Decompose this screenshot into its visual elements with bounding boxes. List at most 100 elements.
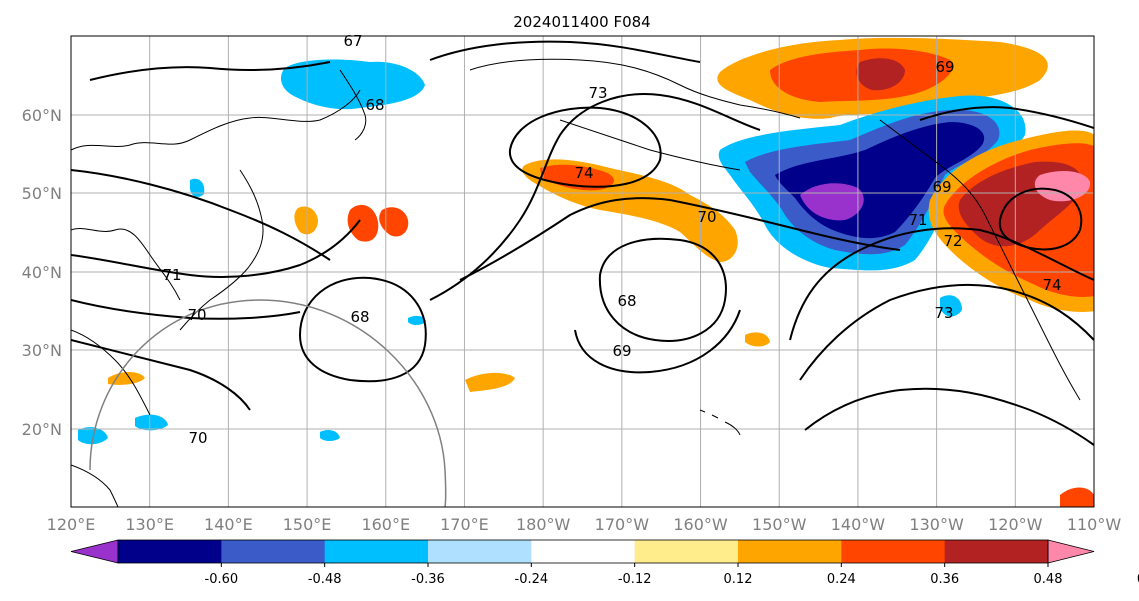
contour-north-c — [919, 106, 1094, 129]
colorbar-tick-labels: -0.60 -0.48 -0.36 -0.24 -0.12 0.12 0.24 0.36 0.4… — [205, 563, 1139, 587]
colorbar-segment — [324, 540, 429, 563]
figure-title: 2024011400 F084 — [513, 13, 650, 31]
longitude-tick-label: 150°E — [283, 515, 332, 534]
coastline-asia — [71, 89, 361, 507]
longitude-tick-label: 140°W — [831, 515, 886, 534]
colorbar-tick-label: 0.60 — [1137, 572, 1139, 587]
contour-east-a — [789, 227, 1094, 341]
cool-patch-d — [940, 295, 962, 317]
longitude-tick-label: 130°W — [909, 515, 964, 534]
contour-label: 68 — [365, 96, 384, 114]
longitude-tick-label: 160°W — [673, 515, 728, 534]
contour-closed-west — [298, 276, 427, 383]
latitude-tick-label: 40°N — [22, 263, 62, 282]
cool-region-western-pacific — [280, 59, 425, 110]
longitude-tick-label: 110°W — [1067, 515, 1122, 534]
colorbar-tick-label: 0.48 — [1034, 572, 1063, 587]
longitude-tick-label: 130°E — [125, 515, 174, 534]
warm-region-japan-east-b — [379, 207, 409, 237]
colorbar — [70, 539, 1095, 564]
warm-patch-d — [1060, 487, 1094, 507]
colorbar-segment — [944, 540, 1049, 563]
cool-patch-c — [320, 430, 340, 441]
latitude-tick-label: 30°N — [22, 341, 62, 360]
contour-label: 69 — [612, 342, 631, 360]
warm-region-japan-east-c — [294, 206, 318, 235]
contour-label: 68 — [350, 308, 369, 326]
extreme-region-west-coast — [1034, 170, 1091, 202]
contour-trough-low — [508, 106, 662, 188]
contour-east-c — [804, 387, 1094, 446]
colorbar-tick-label: 0.12 — [724, 572, 753, 587]
contour-ridge-inner — [574, 309, 741, 374]
colorbar-tick-label: -0.24 — [515, 572, 549, 587]
longitude-tick-label: 140°E — [204, 515, 253, 534]
contour-north-b — [89, 61, 331, 81]
colorbar-segment — [428, 540, 532, 563]
very-strong-region-alaska — [856, 58, 905, 91]
contour-label: 74 — [574, 164, 593, 182]
contour-label: 70 — [188, 429, 207, 447]
latitude-tick-labels: 60°N 50°N 40°N 30°N 20°N — [22, 106, 62, 439]
contour-label: 74 — [1042, 276, 1061, 294]
contour-east-b — [799, 283, 1094, 381]
contour-closed-northwest — [998, 187, 1083, 251]
cool-patch-a — [135, 414, 168, 431]
coastline-hawaii — [699, 409, 741, 436]
contour-label: 72 — [943, 232, 962, 250]
colorbar-extend-high — [1047, 539, 1095, 564]
contour-label: 70 — [697, 208, 716, 226]
coastlines — [71, 58, 1081, 507]
colorbar-segment — [531, 540, 636, 563]
colorbar-tick-label: -0.36 — [411, 572, 445, 587]
contour-ridge-mid — [459, 197, 901, 281]
longitude-tick-label: 180°W — [516, 515, 571, 534]
colorbar-tick-label: -0.48 — [308, 572, 342, 587]
map-border — [70, 35, 1095, 508]
colorbar-tick-label: -0.60 — [205, 572, 239, 587]
longitude-tick-label: 120°E — [47, 515, 96, 534]
warm-region-japan-east-a — [347, 204, 379, 242]
range-circle — [89, 299, 447, 507]
contour-label: 73 — [588, 84, 607, 102]
longitude-tick-label: 160°E — [361, 515, 410, 534]
height-contours — [71, 40, 1094, 446]
colorbar-tick-label: -0.12 — [618, 572, 652, 587]
contour-label: 68 — [617, 292, 636, 310]
coastline-alaska — [469, 58, 801, 171]
colorbar-segment — [221, 540, 326, 563]
contour-label: 73 — [934, 304, 953, 322]
latitude-tick-label: 60°N — [22, 106, 62, 125]
contour-line-d — [71, 339, 251, 411]
contour-line-c — [71, 299, 301, 320]
longitude-tick-label: 120°W — [988, 515, 1043, 534]
longitude-tick-label: 170°W — [595, 515, 650, 534]
contour-north-a — [429, 40, 701, 63]
longitude-tick-labels: 120°E 130°E 140°E 150°E 160°E 170°E 180°W 170°W… — [47, 515, 1122, 534]
colorbar-tick-label: 0.36 — [930, 572, 959, 587]
coastline-japan — [179, 169, 264, 331]
latitude-tick-label: 50°N — [22, 184, 62, 203]
contour-label: 71 — [908, 211, 927, 229]
warm-patch-c — [745, 332, 770, 347]
contour-label: 69 — [932, 178, 951, 196]
latitude-tick-label: 20°N — [22, 420, 62, 439]
cool-patch-f — [408, 315, 426, 325]
colorbar-tick-label: 0.24 — [827, 572, 856, 587]
warm-patch-a — [465, 372, 515, 392]
contour-labels: 67 68 73 74 70 71 72 69 68 68 69 71 70 7… — [162, 32, 1061, 447]
contour-label: 69 — [935, 58, 954, 76]
contour-line-a — [71, 169, 331, 261]
coastline-north-america — [879, 119, 1081, 401]
contour-ridge-outer — [429, 93, 761, 301]
colorbar-segment — [841, 540, 946, 563]
contour-closed-central — [598, 237, 727, 342]
colorbar-extend-low — [70, 539, 119, 564]
longitude-tick-label: 170°E — [440, 515, 489, 534]
contour-label: 71 — [162, 266, 181, 284]
longitude-tick-label: 150°W — [752, 515, 807, 534]
contour-label: 70 — [187, 306, 206, 324]
coastline-kamchatka — [339, 69, 367, 141]
contour-line-b — [71, 219, 361, 278]
